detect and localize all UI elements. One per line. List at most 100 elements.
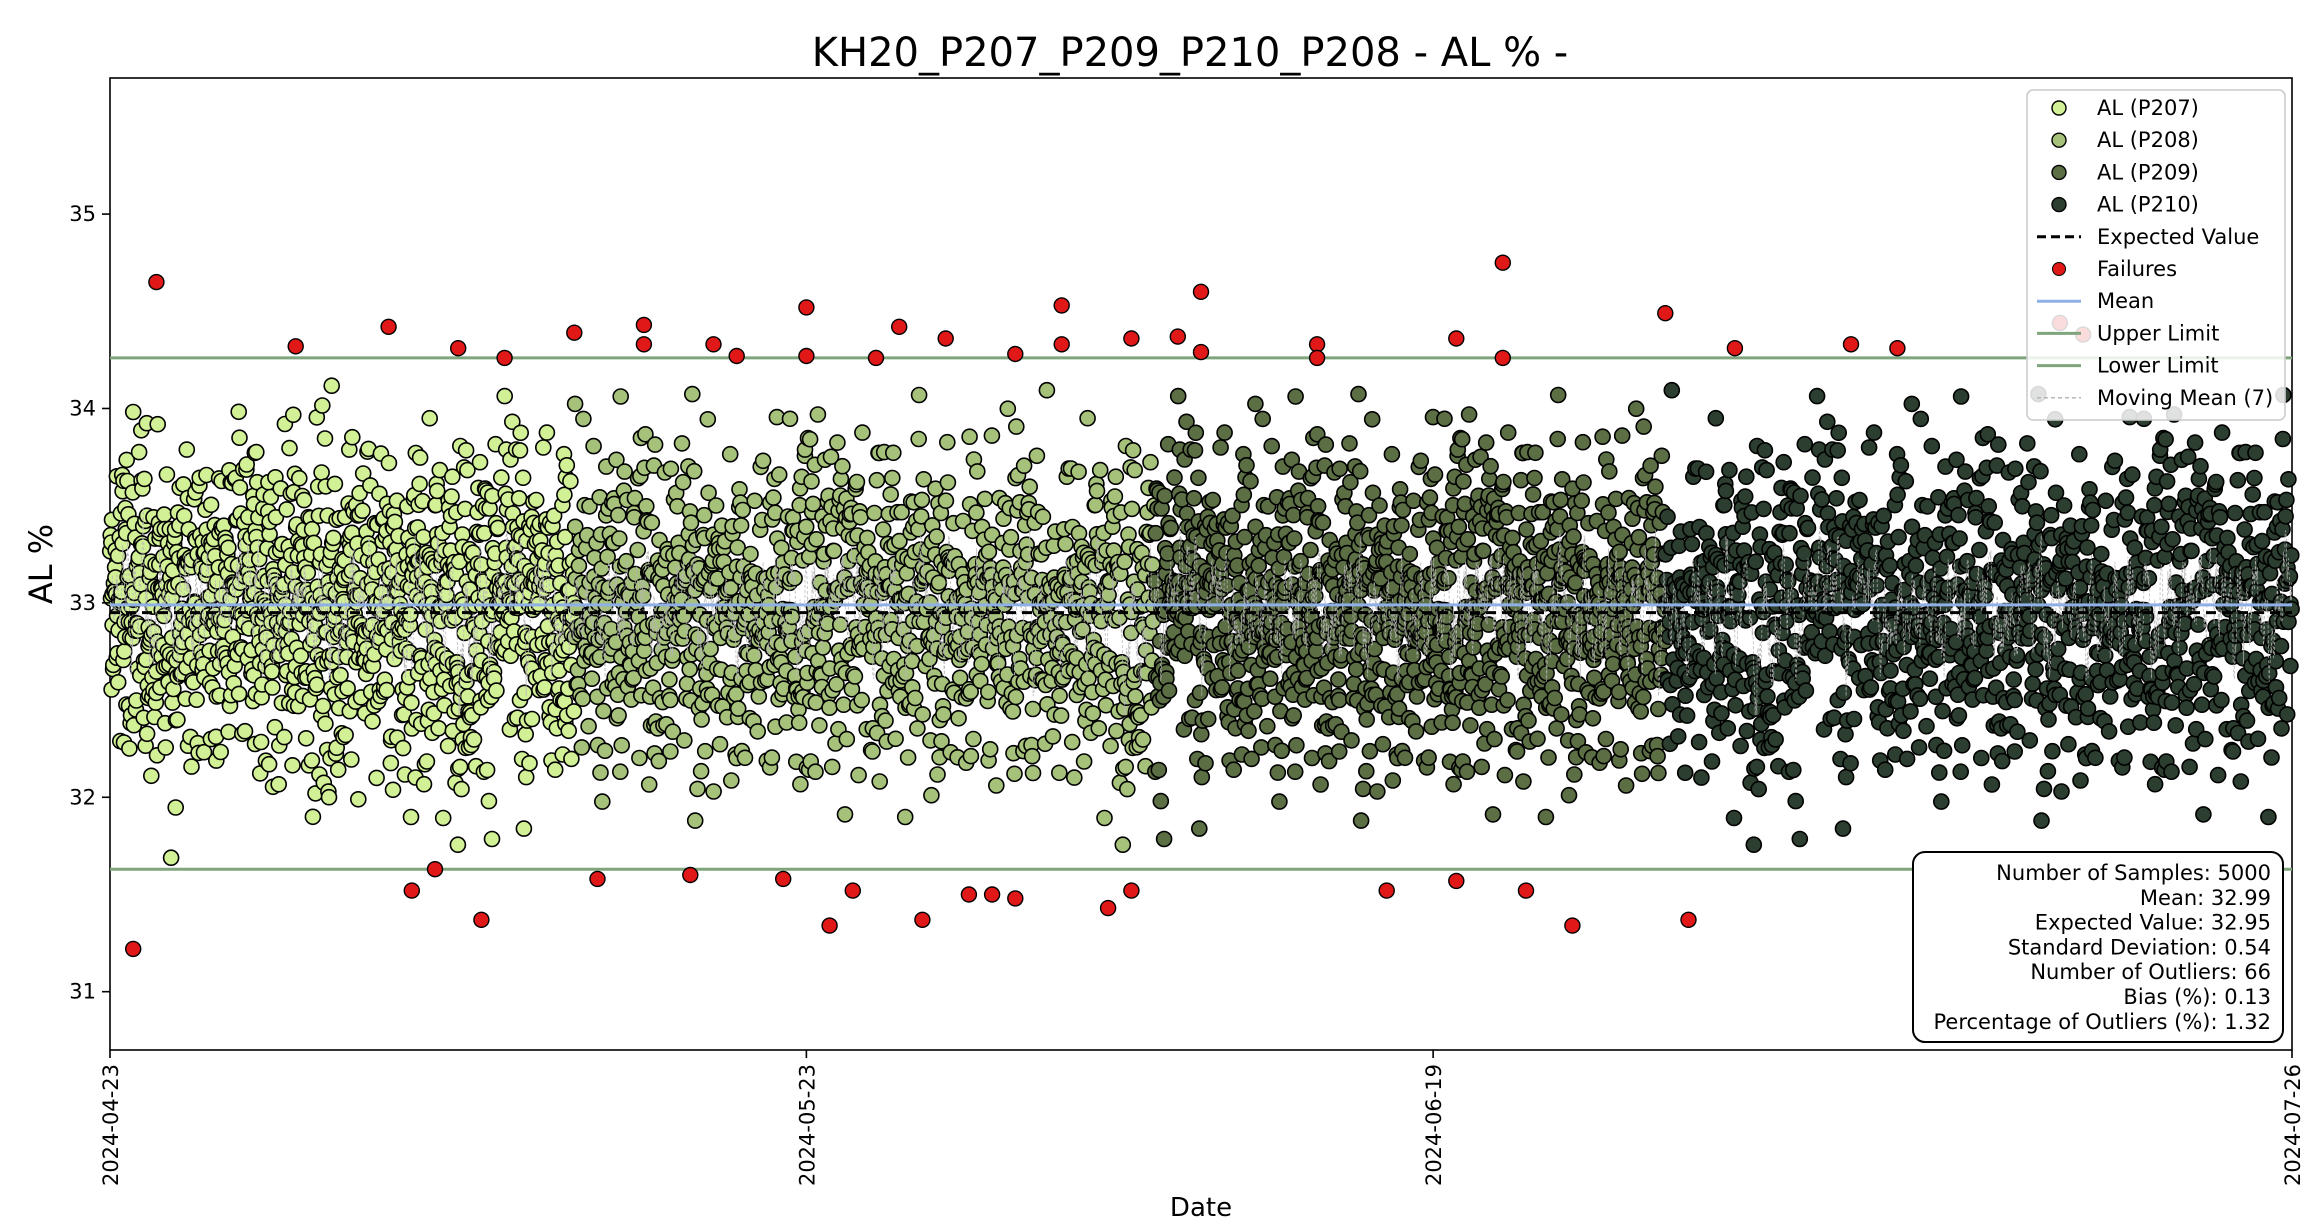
scatter-point [1106, 488, 1124, 505]
scatter-point [295, 491, 313, 509]
scatter-point [1358, 711, 1375, 728]
scatter-point [1114, 836, 1132, 854]
scatter-point [2035, 780, 2053, 798]
scatter-point [746, 492, 764, 510]
scatter-point [278, 501, 296, 518]
scatter-point [1127, 688, 1144, 705]
scatter-point [562, 472, 579, 490]
scatter-point [1155, 830, 1173, 848]
scatter-point [1931, 764, 1948, 781]
scatter-point [1617, 777, 1635, 794]
scatter-point [1240, 722, 1257, 740]
scatter-point [2197, 730, 2214, 748]
scatter-point [1021, 478, 1038, 496]
scatter-point [2033, 812, 2050, 829]
scatter-point [1186, 442, 1204, 459]
scatter-point [2032, 462, 2049, 480]
scatter-point [403, 694, 420, 712]
scatter-point [1650, 700, 1667, 718]
scatter-point [1191, 684, 1209, 702]
scatter-point [1549, 430, 1566, 448]
scatter-point [1287, 388, 1304, 405]
scatter-point [1552, 491, 1569, 509]
scatter-point [167, 799, 184, 816]
scatter-point [1309, 497, 1327, 515]
scatter-point [1453, 430, 1471, 448]
scatter-point [1352, 812, 1370, 829]
scatter-point [247, 443, 265, 461]
scatter-point [1889, 486, 1906, 504]
scatter-point [297, 729, 315, 747]
scatter-point [1421, 489, 1439, 506]
scatter-point [853, 691, 871, 709]
scatter-point [935, 706, 952, 723]
scatter-point [1828, 489, 1845, 507]
scatter-point [1473, 758, 1490, 776]
scatter-point [1895, 722, 1912, 740]
scatter-point [884, 444, 902, 462]
scatter-point [1401, 545, 1419, 563]
scatter-point [1647, 478, 1664, 496]
scatter-point [230, 403, 247, 421]
scatter-point [1496, 766, 1514, 784]
scatter-point [1066, 769, 1083, 786]
scatter-point [260, 755, 278, 773]
scatter-point [1436, 410, 1453, 428]
scatter-point [1882, 662, 1899, 679]
scatter-point [899, 749, 917, 766]
scatter-point [2020, 473, 2037, 491]
scatter-point [646, 436, 664, 453]
scatter-point [2171, 639, 2188, 656]
scatter-point [2106, 452, 2124, 470]
scatter-point [1408, 688, 1426, 705]
scatter-point [1330, 671, 1347, 688]
scatter-point [1745, 836, 1763, 854]
scatter-point [2008, 646, 2026, 664]
scatter-point [781, 410, 799, 428]
scatter-point [1594, 428, 1611, 446]
scatter-point [814, 639, 832, 656]
scatter-point [2093, 545, 2110, 563]
scatter-point [1445, 775, 1462, 793]
scatter-point [402, 808, 420, 826]
scatter-point [1460, 406, 1478, 423]
scatter-point [609, 506, 627, 524]
scatter-point [2167, 717, 2184, 734]
scatter-point [308, 676, 326, 694]
scatter-point [1697, 463, 1715, 481]
scatter-point [662, 743, 679, 760]
scatter-point [1286, 763, 1304, 781]
scatter-point [1890, 528, 1907, 546]
scatter-point [801, 430, 819, 448]
scatter-point [284, 756, 301, 774]
scatter-point [342, 751, 360, 768]
scatter-point [1881, 557, 1899, 574]
scatter-point [2226, 504, 2244, 522]
scatter-point [1007, 688, 1025, 706]
scatter-point [2238, 712, 2256, 729]
scatter-point [1156, 487, 1173, 505]
scatter-point [1957, 463, 1974, 480]
scatter-point [1756, 441, 1774, 459]
scatter-point [325, 529, 342, 547]
scatter-point [877, 712, 894, 729]
scatter-point [1597, 730, 1615, 748]
scatter-point [1358, 762, 1375, 780]
scatter-point [1057, 535, 1074, 553]
scatter-point [1347, 661, 1365, 678]
scatter-point [1892, 456, 1910, 474]
scatter-point [1897, 472, 1915, 490]
scatter-point [1938, 548, 1956, 566]
scatter-point [1462, 717, 1479, 734]
scatter-point [1708, 670, 1725, 687]
scatter-point [1363, 410, 1381, 428]
scatter-point [848, 473, 866, 491]
scatter-point [2100, 723, 2118, 740]
scatter-point [1903, 395, 1921, 413]
scatter-point [593, 793, 611, 810]
scatter-point [380, 454, 398, 472]
scatter-point [304, 808, 322, 826]
scatter-point [1524, 486, 1542, 503]
scatter-point [1833, 469, 1851, 487]
scatter-point [1898, 750, 1916, 768]
